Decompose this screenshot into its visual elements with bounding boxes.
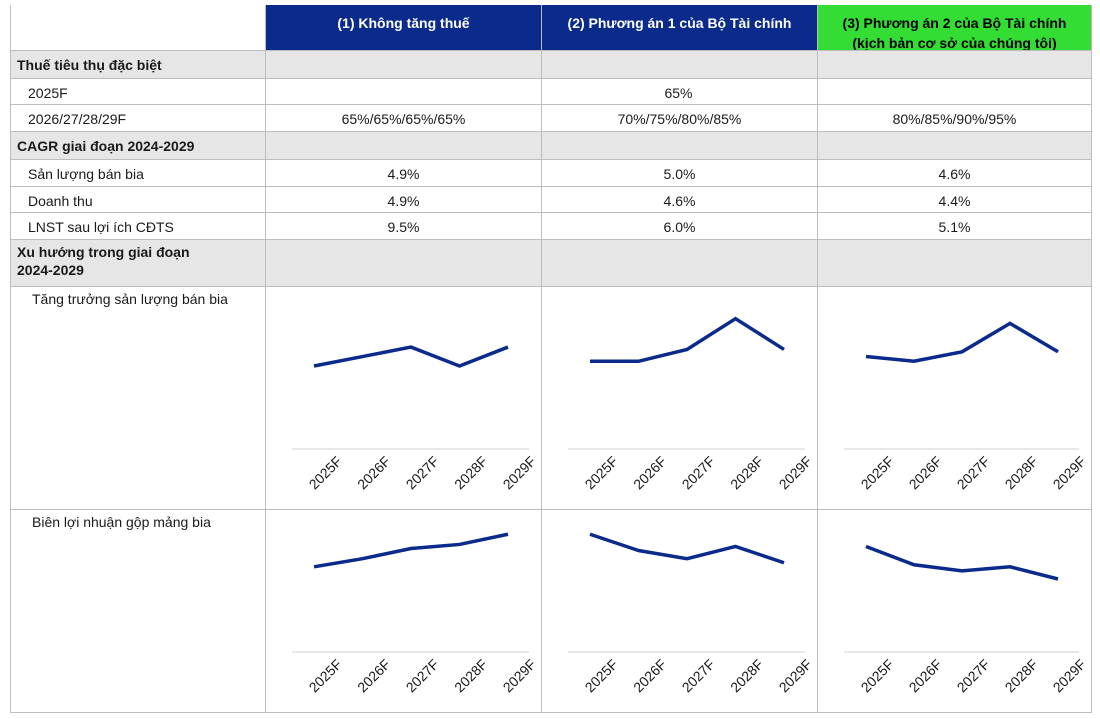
x-tick-label: 2025F [858, 453, 897, 492]
grid-line [10, 239, 1091, 240]
section-trend-fill-2 [542, 240, 817, 286]
row-2026-c2: 70%/75%/80%/85% [617, 111, 742, 127]
chart-margin-option-1: 2025F 2026F 2027F 2028F 2029F [568, 532, 815, 695]
x-tick-label: 2027F [954, 453, 993, 492]
grid-line [10, 509, 1091, 510]
series-line [589, 532, 785, 565]
section-cagr-fill-2 [542, 132, 817, 159]
row-npat-label: LNST sau lợi ích CĐTS [28, 219, 174, 235]
grid-line [10, 159, 1091, 160]
section-trend-fill-3 [818, 240, 1091, 286]
grid-line [10, 712, 1091, 713]
x-tick-label: 2028F [1002, 453, 1041, 492]
x-tick-label: 2029F [776, 453, 815, 492]
x-tick-label: 2027F [403, 453, 442, 492]
x-tick-label: 2027F [679, 453, 718, 492]
trend-volume-label: Tăng trưởng sản lượng bán bia [32, 291, 228, 307]
section-trend-line1: Xu hướng trong giai đoạn [17, 244, 190, 260]
x-tick-label: 2025F [306, 656, 345, 695]
x-tick-label: 2028F [727, 453, 766, 492]
section-trend-line2: 2024-2029 [17, 262, 84, 278]
series-line [313, 345, 509, 368]
row-volume-c2: 5.0% [663, 166, 696, 182]
x-tick-label: 2028F [1002, 656, 1041, 695]
x-tick-label: 2029F [1050, 656, 1089, 695]
grid-line [10, 186, 1091, 187]
x-tick-label: 2025F [306, 453, 345, 492]
section-tax-fill-2 [542, 51, 817, 78]
series-line [590, 316, 785, 364]
grid-line [817, 5, 818, 713]
section-tax-fill-1 [266, 51, 541, 78]
x-tick-label: 2027F [954, 656, 993, 695]
grid-line [10, 5, 11, 713]
row-npat-c2: 6.0% [663, 219, 696, 235]
row-revenue-c2: 4.6% [663, 193, 696, 209]
header-option-2-line2: (kịch bản cơ sở của chúng tôi) [852, 35, 1057, 51]
x-tick-label: 2029F [500, 656, 539, 695]
row-revenue-c3: 4.4% [938, 193, 971, 209]
grid-line [10, 286, 1091, 287]
section-trend-fill-1 [266, 240, 541, 286]
header-option-2: (3) Phương án 2 của Bộ Tài chính (kịch b… [818, 5, 1091, 51]
x-tick-label: 2026F [630, 453, 669, 492]
row-2026-c3: 80%/85%/90%/95% [892, 111, 1017, 127]
header-option-2-line1: (3) Phương án 2 của Bộ Tài chính [842, 15, 1067, 31]
row-2026-c1: 65%/65%/65%/65% [341, 111, 466, 127]
row-npat-c3: 5.1% [938, 219, 971, 235]
section-cagr-fill-3 [818, 132, 1091, 159]
header-blank [10, 5, 265, 50]
header-no-tax: (1) Không tăng thuế [266, 5, 541, 50]
series-line [313, 532, 509, 569]
row-2025-value: 65% [664, 85, 693, 101]
section-trend: Xu hướng trong giai đoạn 2024-2029 [10, 240, 265, 286]
row-2025-label: 2025F [28, 85, 68, 101]
x-tick-label: 2025F [582, 656, 621, 695]
row-volume-c1: 4.9% [387, 166, 420, 182]
grid-line [541, 5, 542, 713]
trend-margin-label: Biên lợi nhuận gộp mảng bia [32, 514, 211, 530]
row-revenue-label: Doanh thu [28, 193, 93, 209]
x-tick-label: 2025F [582, 453, 621, 492]
x-tick-label: 2026F [906, 453, 945, 492]
x-tick-label: 2026F [906, 656, 945, 695]
header-option-1: (2) Phương án 1 của Bộ Tài chính [542, 5, 817, 50]
grid-line [265, 5, 266, 713]
x-tick-label: 2027F [403, 656, 442, 695]
grid-line [10, 78, 1091, 79]
row-revenue-c1: 4.9% [387, 193, 420, 209]
section-cagr: CAGR giai đoạn 2024-2029 [10, 132, 265, 159]
x-tick-label: 2029F [1050, 453, 1089, 492]
x-tick-label: 2028F [451, 656, 490, 695]
grid-line [10, 50, 1091, 51]
grid-line [10, 212, 1091, 213]
x-tick-label: 2026F [354, 453, 393, 492]
chart-volume-option-1: 2025F 2026F 2027F 2028F 2029F [568, 316, 815, 492]
section-tax: Thuế tiêu thụ đặc biệt [10, 51, 265, 78]
x-tick-label: 2029F [776, 656, 815, 695]
section-cagr-fill-1 [266, 132, 541, 159]
x-tick-label: 2028F [727, 656, 766, 695]
row-volume-label: Sản lượng bán bia [28, 166, 144, 182]
x-tick-label: 2025F [858, 656, 897, 695]
series-line [865, 321, 1059, 364]
chart-margin-option-2: 2025F 2026F 2027F 2028F 2029F [844, 544, 1089, 695]
series-line [865, 544, 1059, 581]
grid-line [1091, 5, 1092, 713]
x-tick-label: 2027F [679, 656, 718, 695]
chart-volume-no-tax: 2025F 2026F 2027F 2028F 2029F [292, 345, 539, 492]
row-volume-c3: 4.6% [938, 166, 971, 182]
x-tick-label: 2026F [630, 656, 669, 695]
chart-margin-no-tax: 2025F 2026F 2027F 2028F 2029F [292, 532, 539, 695]
grid-line [10, 104, 1091, 105]
chart-volume-option-2: 2025F 2026F 2027F 2028F 2029F [844, 321, 1089, 492]
x-tick-label: 2029F [500, 453, 539, 492]
row-npat-c1: 9.5% [387, 219, 420, 235]
section-tax-fill-3 [818, 51, 1091, 78]
row-2026-label: 2026/27/28/29F [28, 111, 127, 127]
x-tick-label: 2026F [354, 656, 393, 695]
x-tick-label: 2028F [451, 453, 490, 492]
grid-line [10, 131, 1091, 132]
